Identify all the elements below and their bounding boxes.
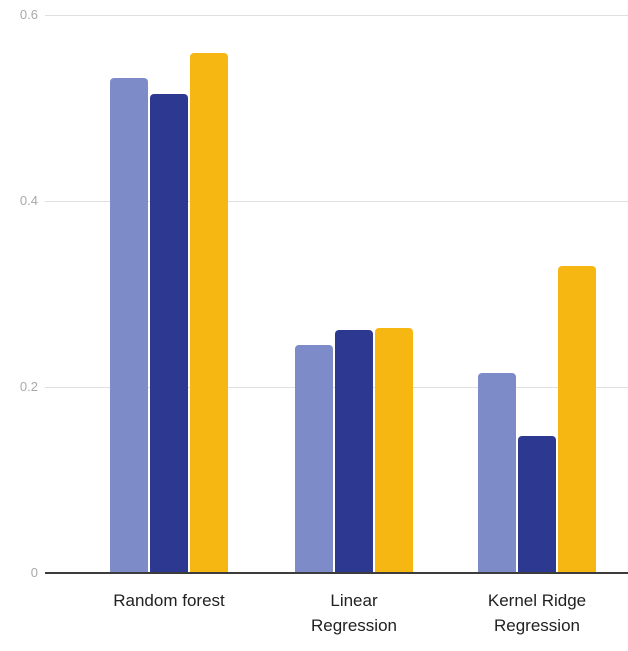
gridline	[45, 201, 628, 202]
y-tick-label: 0	[30, 565, 38, 580]
bar-dark-blue	[335, 330, 373, 573]
bar-light-blue	[110, 78, 148, 573]
bar-yellow	[190, 53, 228, 573]
bar-light-blue	[478, 373, 516, 573]
bar-yellow	[375, 328, 413, 573]
y-tick-label: 0.6	[19, 7, 38, 22]
bar-light-blue	[295, 345, 333, 573]
gridline	[45, 15, 628, 16]
bar-dark-blue	[518, 436, 556, 573]
x-category-label: Linear Regression	[311, 591, 397, 635]
bar-yellow	[558, 266, 596, 573]
y-tick-label: 0.2	[19, 379, 38, 394]
x-category-label: Random forest	[113, 591, 225, 610]
x-axis-line	[45, 572, 628, 574]
y-tick-label: 0.4	[19, 193, 38, 208]
bar-dark-blue	[150, 94, 188, 573]
x-category-label: Kernel Ridge Regression	[487, 591, 587, 635]
